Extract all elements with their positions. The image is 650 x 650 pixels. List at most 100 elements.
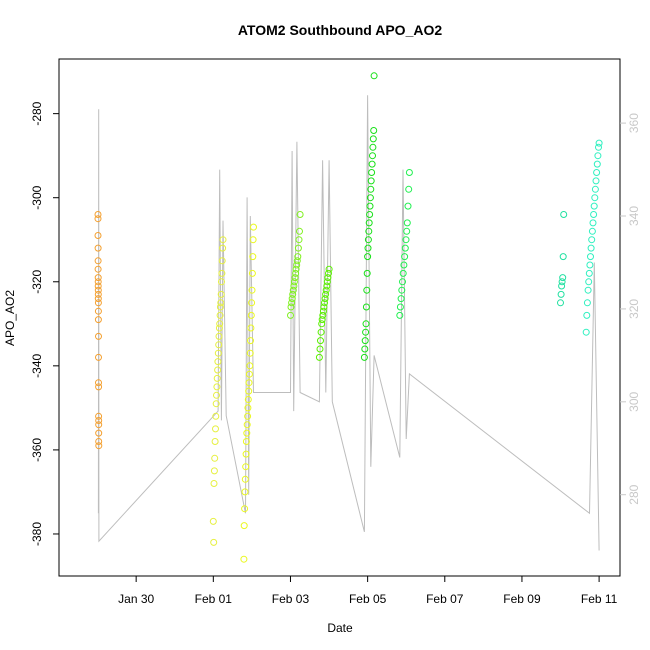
- data-point: [321, 299, 328, 307]
- data-point: [94, 299, 102, 307]
- data-point: [396, 311, 404, 319]
- x-tick-label: Feb 01: [195, 592, 233, 606]
- data-point: [213, 374, 221, 382]
- data-point: [319, 311, 327, 319]
- data-point: [587, 253, 594, 261]
- data-point: [244, 404, 252, 412]
- x-tick-label: Feb 11: [581, 592, 618, 606]
- data-point: [367, 185, 375, 193]
- data-point: [94, 295, 102, 303]
- data-point: [94, 244, 102, 252]
- data-point: [95, 417, 103, 424]
- data-point: [94, 316, 102, 324]
- data-point: [595, 139, 603, 147]
- data-point: [218, 257, 226, 265]
- data-point: [559, 274, 567, 282]
- data-point: [360, 353, 368, 361]
- data-point: [216, 311, 224, 319]
- data-point: [321, 295, 329, 303]
- plot-frame: [58, 58, 621, 577]
- data-point: [94, 286, 102, 294]
- data-point: [240, 522, 248, 530]
- data-point: [288, 295, 296, 303]
- data-point: [362, 328, 370, 336]
- data-point: [594, 152, 602, 160]
- data-point: [591, 185, 599, 193]
- data-point: [289, 290, 297, 298]
- y2-tick-label: 320: [627, 299, 641, 319]
- data-point: [210, 538, 218, 546]
- data-point: [583, 311, 591, 319]
- data-point: [212, 425, 219, 433]
- data-point: [248, 299, 256, 307]
- data-point: [214, 366, 222, 374]
- data-point: [245, 387, 253, 395]
- data-point: [241, 475, 249, 483]
- data-point: [322, 286, 330, 294]
- data-point: [364, 244, 372, 252]
- data-point: [583, 299, 591, 307]
- data-point: [217, 290, 225, 298]
- data-point: [404, 202, 412, 210]
- data-point: [363, 286, 371, 294]
- data-point: [214, 349, 222, 357]
- data-point: [247, 311, 255, 319]
- data-point: [94, 232, 102, 239]
- data-point: [559, 253, 567, 261]
- y-axis-label: APO_AO2: [3, 290, 17, 346]
- data-point: [361, 345, 369, 353]
- data-point: [366, 211, 374, 218]
- data-point: [368, 169, 376, 176]
- data-point: [589, 219, 597, 227]
- data-point: [585, 278, 593, 286]
- data-point: [557, 299, 564, 307]
- data-point: [369, 143, 377, 151]
- data-point: [396, 303, 404, 311]
- data-point: [365, 227, 373, 235]
- data-point: [244, 412, 252, 420]
- data-point: [247, 337, 254, 345]
- data-point: [362, 320, 370, 328]
- data-point: [241, 488, 249, 496]
- data-point: [215, 341, 223, 349]
- data-point: [210, 480, 218, 487]
- data-point: [95, 353, 102, 361]
- data-point: [95, 332, 102, 340]
- data-point: [246, 362, 254, 370]
- data-point: [323, 278, 331, 286]
- data-point: [370, 127, 378, 134]
- data-point: [211, 454, 219, 462]
- data-point: [318, 320, 326, 328]
- data-point: [287, 303, 295, 311]
- y-tick-label: -380: [30, 522, 44, 546]
- data-point: [216, 320, 224, 328]
- data-point: [243, 421, 251, 429]
- data-point: [363, 269, 371, 277]
- data-point: [244, 396, 252, 403]
- data-point: [292, 265, 300, 273]
- data-point: [590, 211, 598, 218]
- data-point: [369, 152, 376, 160]
- data-point: [364, 236, 372, 244]
- y2-tick-label: 340: [627, 206, 641, 226]
- data-point: [95, 429, 103, 437]
- data-point: [402, 236, 410, 244]
- y-tick-label: -300: [30, 185, 44, 209]
- data-point: [590, 202, 598, 210]
- data-point: [216, 303, 224, 311]
- data-point: [95, 412, 103, 420]
- data-point: [325, 265, 333, 273]
- y-tick-label: -360: [30, 438, 44, 462]
- data-point: [403, 219, 411, 227]
- data-point: [296, 227, 303, 235]
- data-point: [593, 169, 601, 176]
- x-tick-label: Feb 03: [272, 592, 310, 606]
- data-point: [215, 332, 223, 340]
- data-point: [367, 177, 375, 185]
- data-point: [557, 290, 565, 298]
- data-point: [94, 215, 102, 223]
- data-point: [241, 505, 249, 513]
- data-point: [323, 282, 331, 290]
- data-point: [249, 236, 257, 244]
